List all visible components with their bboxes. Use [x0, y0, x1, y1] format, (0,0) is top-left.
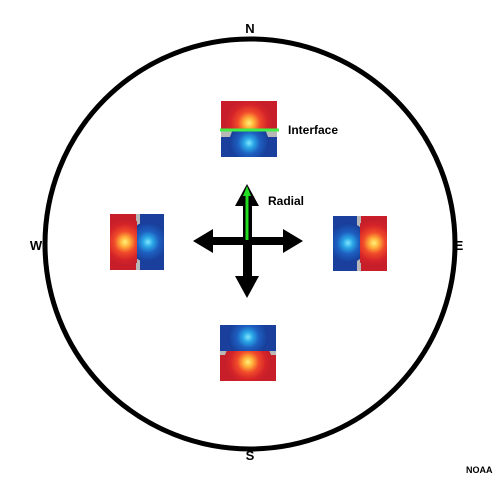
arrow-shaft-vertical	[243, 198, 252, 284]
west-velocity-couplet	[110, 214, 164, 270]
interface-label: Interface	[288, 123, 338, 137]
credit-label: NOAA	[466, 465, 493, 475]
compass-east-label: E	[455, 238, 464, 253]
compass-west-label: W	[30, 238, 43, 253]
compass-south-label: S	[246, 448, 255, 463]
arrow-head-west	[193, 229, 213, 253]
arrow-head-south	[235, 276, 259, 298]
north-velocity-couplet	[220, 101, 279, 157]
radial-label: Radial	[268, 194, 304, 208]
radial-arrow-head	[243, 186, 251, 196]
south-velocity-couplet	[220, 325, 276, 381]
compass-north-label: N	[245, 21, 254, 36]
compass-circle	[42, 36, 458, 452]
east-velocity-couplet	[333, 216, 387, 271]
arrow-head-east	[283, 229, 303, 253]
